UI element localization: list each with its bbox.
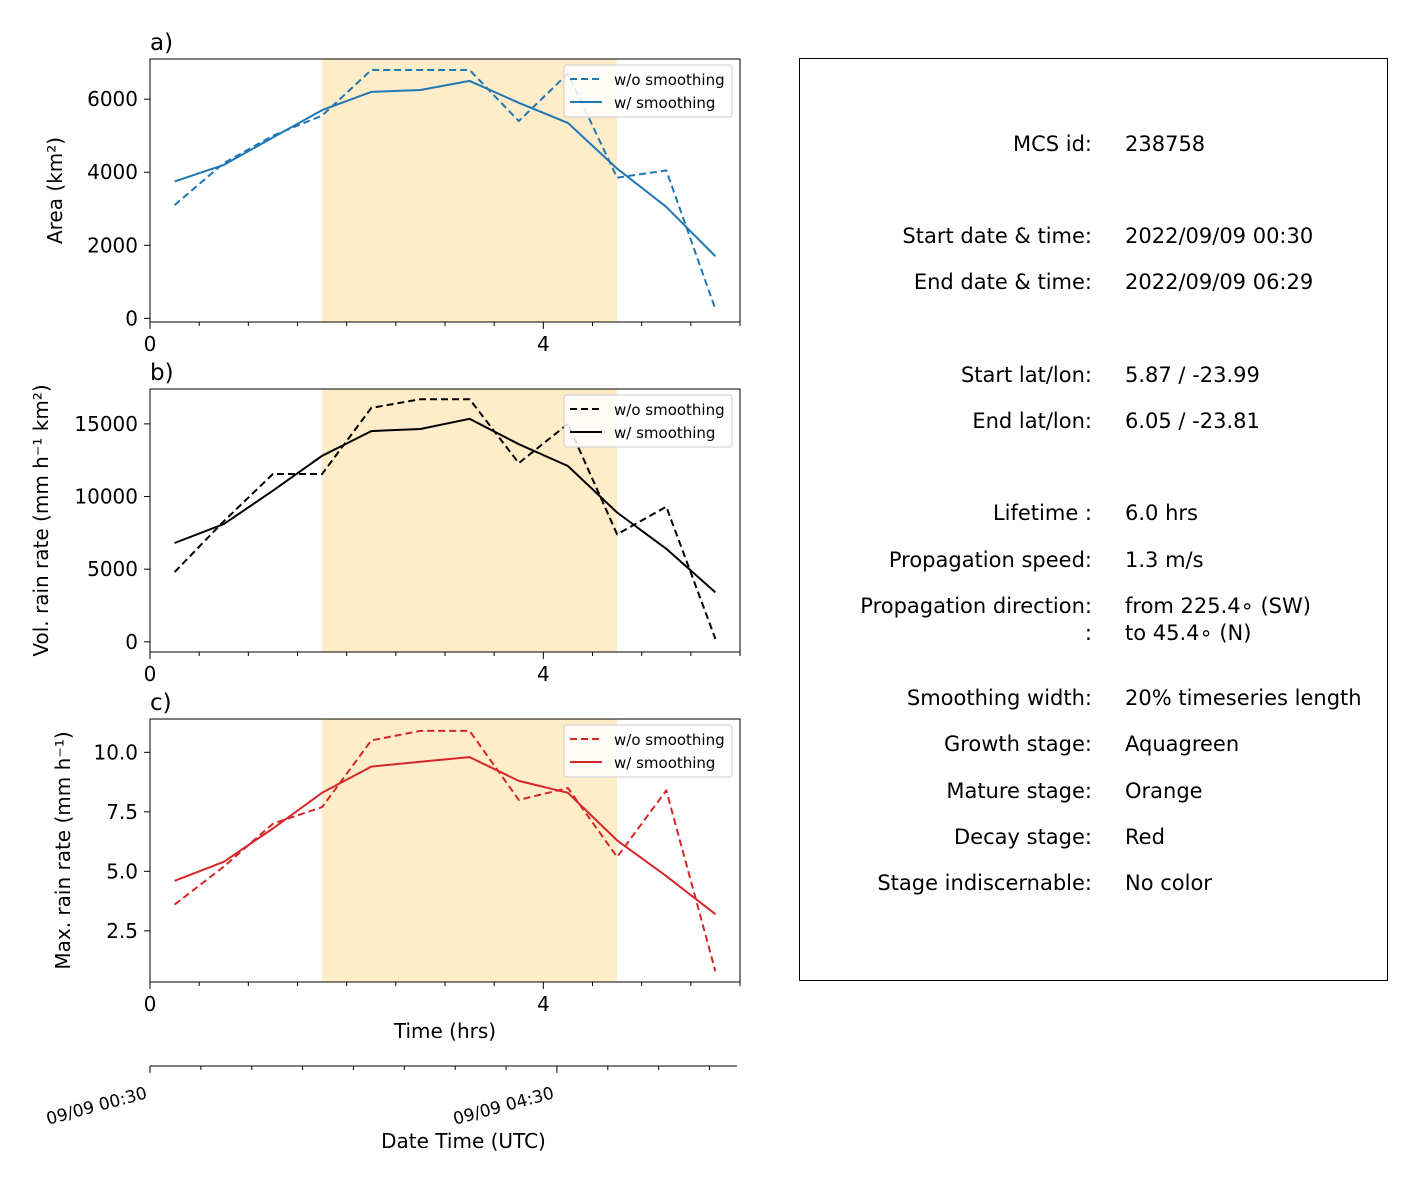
y-axis-label: Area (km²): [43, 137, 67, 244]
panel-label: a): [150, 30, 173, 56]
y-tick-label: 15000: [74, 412, 138, 436]
date-tick-label: 09/09 00:30: [44, 1084, 149, 1130]
info-value: No color: [1125, 871, 1212, 895]
legend-entry: w/o smoothing: [614, 731, 725, 749]
legend-box: [563, 64, 733, 118]
info-label: Start lat/lon:: [960, 363, 1092, 387]
info-value: Aquagreen: [1125, 732, 1240, 756]
mcs-info-panel: MCS id: 238758 Start date & time: 2022/09/0…: [799, 58, 1388, 981]
info-label: Start date & time:: [902, 224, 1092, 248]
info-label: MCS id:: [1012, 132, 1092, 156]
info-label: Decay stage:: [954, 825, 1092, 849]
legend-entry: w/ smoothing: [614, 754, 715, 772]
y-tick-label: 4000: [87, 160, 138, 184]
series-line-raw: [173, 69, 717, 310]
y-tick-label: 0: [125, 306, 138, 330]
info-label: Stage indiscernable:: [877, 871, 1092, 895]
info-value: 2022/09/09 06:29: [1125, 270, 1314, 294]
legend-entry: w/o smoothing: [614, 71, 725, 89]
info-value: 5.87 / -23.99: [1125, 363, 1260, 387]
series-line-smoothed: [174, 417, 717, 594]
series-line-raw: [173, 398, 717, 640]
x-tick-label: 0: [144, 332, 157, 356]
y-tick-label: 0: [125, 630, 138, 654]
chart-panel-3: 2.5 5.0 7.5 10.0 0 4 c) Max. rain rate (mm h⁻¹)…: [51, 690, 741, 1043]
info-label: End lat/lon:: [972, 409, 1092, 433]
y-tick-label: 5.0: [106, 859, 138, 883]
info-label: :: [1084, 621, 1092, 645]
info-value: 6.05 / -23.81: [1125, 409, 1260, 433]
info-value: Orange: [1125, 779, 1203, 803]
panel-label: b): [150, 360, 174, 386]
info-label: Propagation speed:: [888, 548, 1092, 572]
info-value: to 45.4∘ (N): [1125, 621, 1252, 645]
y-tick-label: 10.0: [93, 740, 138, 764]
legend-entry: w/o smoothing: [614, 401, 725, 419]
legend-box: [563, 394, 733, 448]
x-tick-label: 4: [537, 992, 550, 1016]
series-line-smoothed: [174, 756, 717, 915]
x-tick-label: 4: [537, 332, 550, 356]
info-value: from 225.4∘ (SW): [1125, 594, 1311, 618]
x-tick-label: 0: [144, 662, 157, 686]
info-label: End date & time:: [913, 270, 1092, 294]
info-value: 20% timeseries length: [1125, 686, 1362, 710]
legend: w/o smoothing w/ smoothing: [563, 64, 733, 118]
date-axis-label: Date Time (UTC): [381, 1129, 546, 1153]
x-tick-label: 0: [144, 992, 157, 1016]
legend-entry: w/ smoothing: [614, 424, 715, 442]
y-tick-label: 2.5: [106, 919, 138, 943]
y-tick-label: 7.5: [106, 800, 138, 824]
x-axis-label: Time (hrs): [393, 1019, 496, 1043]
info-label: Smoothing width:: [906, 686, 1092, 710]
y-tick-label: 6000: [87, 87, 138, 111]
y-axis-label: Max. rain rate (mm h⁻¹): [51, 731, 75, 969]
info-value: Red: [1125, 825, 1165, 849]
info-value: 6.0 hrs: [1125, 501, 1198, 525]
legend: w/o smoothing w/ smoothing: [563, 724, 733, 778]
info-value: 238758: [1125, 132, 1206, 156]
y-tick-label: 2000: [87, 233, 138, 257]
legend-entry: w/ smoothing: [614, 94, 715, 112]
y-tick-label: 10000: [74, 485, 138, 509]
date-tick-label: 09/09 04:30: [451, 1084, 556, 1130]
y-axis-label: Vol. rain rate (mm h⁻¹ km²): [29, 384, 53, 656]
info-label: Mature stage:: [946, 779, 1092, 803]
info-label: Growth stage:: [943, 732, 1092, 756]
info-value: 2022/09/09 00:30: [1125, 224, 1314, 248]
series-line-smoothed: [174, 79, 717, 258]
chart-panel-2: 0 5000 10000 15000 0 4 b) Vol. rain rate (mm h⁻…: [29, 360, 741, 686]
legend: w/o smoothing w/ smoothing: [563, 394, 733, 448]
x-tick-label: 4: [537, 662, 550, 686]
info-label: Lifetime :: [992, 501, 1092, 525]
chart-panel-1: 0 2000 4000 6000 0 4 a) Area (km²) w/o smoothing…: [43, 30, 741, 356]
info-label: Propagation direction:: [860, 594, 1092, 618]
info-value: 1.3 m/s: [1125, 548, 1204, 572]
legend-box: [563, 724, 733, 778]
y-tick-label: 5000: [87, 557, 138, 581]
panel-label: c): [150, 690, 172, 716]
